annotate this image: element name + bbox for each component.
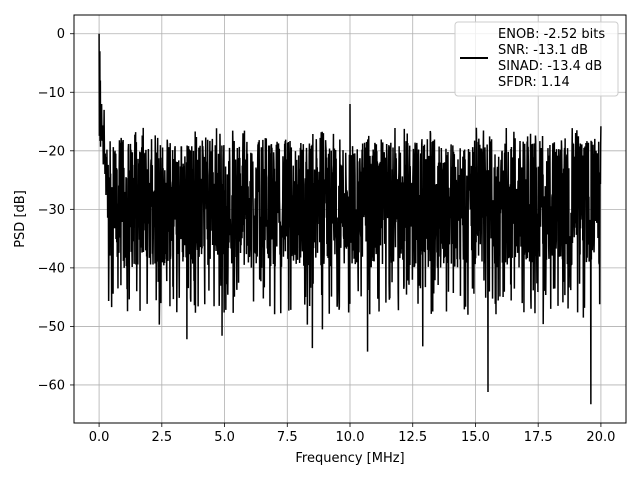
legend-enob: ENOB: -2.52 bits xyxy=(498,27,605,42)
y-tick-label: −20 xyxy=(38,144,65,159)
y-axis-label: PSD [dB] xyxy=(13,190,28,248)
legend-snr: SNR: -13.1 dB xyxy=(498,43,588,58)
x-tick-label: 17.5 xyxy=(524,430,553,445)
y-tick-label: 0 xyxy=(57,27,65,42)
x-tick-label: 2.5 xyxy=(151,430,172,445)
legend-sfdr: SFDR: 1.14 xyxy=(498,75,570,90)
x-tick-label: 20.0 xyxy=(586,430,615,445)
legend-sinad: SINAD: -13.4 dB xyxy=(498,59,602,74)
y-tick-label: −10 xyxy=(38,86,65,101)
x-tick-label: 12.5 xyxy=(398,430,427,445)
x-tick-label: 7.5 xyxy=(277,430,298,445)
y-tick-label: −50 xyxy=(38,320,65,335)
x-tick-label: 5.0 xyxy=(214,430,235,445)
x-tick-label: 0.0 xyxy=(89,430,110,445)
legend-box xyxy=(454,21,619,97)
x-tick-label: 15.0 xyxy=(461,430,490,445)
plot-area xyxy=(98,33,602,405)
y-tick-label: −30 xyxy=(38,203,65,218)
x-axis-label: Frequency [MHz] xyxy=(295,451,404,466)
y-tick-label: −40 xyxy=(38,261,65,276)
psd-series-line xyxy=(98,33,602,405)
legend: ENOB: -2.52 bits SNR: -13.1 dB SINAD: -1… xyxy=(454,21,619,97)
y-tick-label: −60 xyxy=(38,378,65,393)
ticks: 0.0 2.5 5.0 7.5 10.0 12.5 15.0 17.5 20.0 0 −10 −20 −… xyxy=(38,27,616,445)
x-tick-label: 10.0 xyxy=(336,430,365,445)
